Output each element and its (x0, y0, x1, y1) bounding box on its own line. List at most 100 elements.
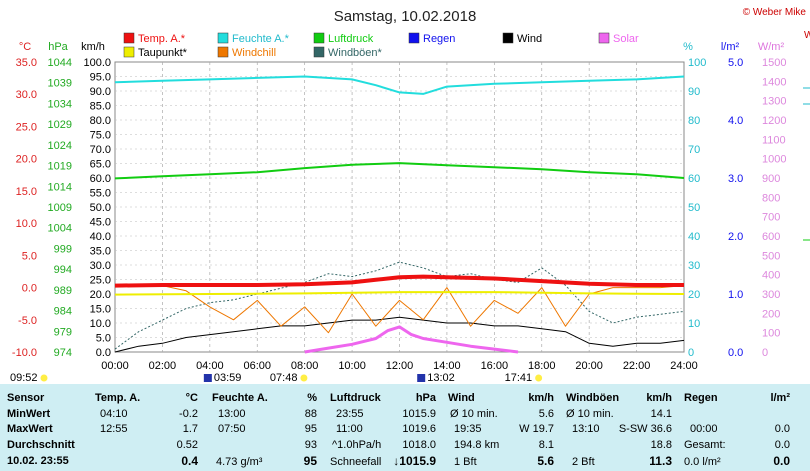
tick-solar: 700 (762, 212, 780, 224)
tick-temp: 35.0 (16, 57, 37, 69)
wind-run: 194.8 km (454, 439, 500, 451)
rain-total-value: 0.0 (774, 439, 790, 451)
legend-label-1: Feuchte A.* (232, 33, 290, 45)
unit-wind: km/h (81, 41, 105, 53)
tick-temp: 10.0 (16, 218, 37, 230)
press-forecast: Schneefall (330, 456, 382, 468)
tick-wind: 55.0 (90, 188, 111, 200)
legend-swatch-2 (313, 32, 325, 44)
x-tick-label: 16:00 (481, 360, 509, 372)
header-temp-unit: °C (185, 392, 198, 404)
unit-humidity: % (683, 41, 693, 53)
tick-solar: 0 (762, 347, 768, 359)
tick-rain: 5.0 (728, 57, 743, 69)
tick-wind: 45.0 (90, 217, 111, 229)
legend-swatch-0 (123, 32, 135, 44)
tick-wind: 30.0 (90, 260, 111, 272)
series-taupunkt (114, 291, 685, 296)
tick-wind: 85.0 (90, 101, 111, 113)
tick-temp: -5.0 (18, 315, 37, 327)
tick-solar: 1400 (762, 76, 786, 88)
press-now-value: ↓1015.9 (393, 454, 436, 468)
tick-pressure: 1039 (48, 78, 72, 90)
legend-label-7: Windchill (232, 47, 276, 59)
pressure-column: Luftdruck hPa 23:55 1015.9 11:00 1019.6 … (324, 384, 442, 471)
x-tick-label: 04:00 (196, 360, 224, 372)
series-tempa (114, 274, 684, 288)
row-label-max: MaxWert (7, 423, 53, 435)
legend-swatch-7 (217, 46, 229, 58)
tick-humidity: 80 (688, 115, 700, 127)
moonrise-icon (203, 374, 212, 382)
tick-temp: 20.0 (16, 154, 37, 166)
series-wind (114, 316, 685, 353)
legend-label-6: Taupunkt* (138, 47, 188, 59)
wind-max-value: W 19.7 (519, 423, 554, 435)
temp-min-value: -0.2 (179, 408, 198, 420)
press-now-number: 1015.9 (399, 454, 436, 468)
tick-pressure: 1034 (48, 98, 72, 110)
tick-temp: 30.0 (16, 89, 37, 101)
header-pressure: Luftdruck (330, 392, 381, 404)
tick-solar: 100 (762, 328, 780, 340)
legend-label-5: Solar (613, 33, 639, 45)
tick-pressure: 994 (54, 264, 72, 276)
tick-pressure: 1019 (48, 161, 72, 173)
legend-label-2: Luftdruck (328, 33, 374, 45)
wind-now-value: 5.6 (537, 454, 554, 468)
tick-wind: 35.0 (90, 246, 111, 258)
x-tick-label: 24:00 (670, 360, 698, 372)
x-tick-label: 00:00 (101, 360, 129, 372)
x-tick-label: 06:00 (243, 360, 271, 372)
moonset-icon (417, 374, 426, 382)
series-luftdruck (114, 162, 685, 180)
temp-column: Temp. A. °C 04:10 -0.2 12:55 1.7 0.52 0.… (88, 384, 206, 471)
sunrise-icon (300, 374, 308, 382)
legend-label-8: Windböen* (328, 47, 383, 59)
x-tick-label: 18:00 (528, 360, 556, 372)
tick-solar: 300 (762, 289, 780, 301)
trend-down-icon: ↓ (393, 454, 400, 468)
temp-max-value: 1.7 (182, 423, 198, 435)
rain-column: Regen l/m² 00:00 0.0 Gesamt: 0.0 0.0 l/m… (678, 384, 796, 471)
temp-min-time: 04:10 (100, 408, 128, 420)
sensor-column: Sensor MinWert MaxWert Durchschnitt 10.0… (0, 384, 88, 471)
legend-swatch-6 (123, 46, 135, 58)
tick-solar: 500 (762, 250, 780, 262)
tick-solar: 400 (762, 270, 780, 282)
press-avg-value: 1018.0 (402, 439, 436, 451)
gust-max-value: S-SW 36.6 (618, 423, 672, 435)
tick-solar: 1100 (762, 134, 786, 146)
sunset-time: 17:41 (505, 372, 533, 384)
tick-pressure: 974 (54, 347, 72, 359)
header-wind-unit: km/h (528, 392, 554, 404)
gust-now-value: 11.3 (649, 454, 672, 468)
time-marker-left: 09:52 (10, 372, 38, 384)
tick-rain: 1.0 (728, 289, 743, 301)
tick-wind: 90.0 (90, 86, 111, 98)
hum-max-value: 95 (304, 423, 317, 435)
hum-min-value: 88 (304, 408, 317, 420)
tick-pressure: 999 (54, 243, 72, 255)
sunrise-time: 07:48 (270, 372, 298, 384)
wind-column: Wind km/h Ø 10 min. 5.6 19:35 W 19.7 194… (442, 384, 560, 471)
tick-solar: 900 (762, 173, 780, 185)
gust-day-avg: 18.8 (650, 439, 672, 451)
series-solar (304, 325, 519, 354)
tick-wind: 65.0 (90, 159, 111, 171)
header-pressure-unit: hPa (415, 392, 436, 404)
press-min-value: 1015.9 (402, 408, 436, 420)
tick-wind: 20.0 (90, 289, 111, 301)
wind-beaufort: 1 Bft (454, 456, 477, 468)
legend-label-0: Temp. A.* (138, 33, 186, 45)
tick-wind: 60.0 (90, 173, 111, 185)
gust-beaufort: 2 Bft (572, 456, 595, 468)
header-rain: Regen (684, 392, 718, 404)
tick-pressure: 1004 (48, 223, 72, 235)
tick-solar: 200 (762, 308, 780, 320)
legend-swatch-3 (408, 32, 420, 44)
tick-solar: 1500 (762, 57, 786, 69)
tick-wind: 80.0 (90, 115, 111, 127)
legend-swatch-1 (217, 32, 229, 44)
tick-wind: 5.0 (96, 333, 111, 345)
